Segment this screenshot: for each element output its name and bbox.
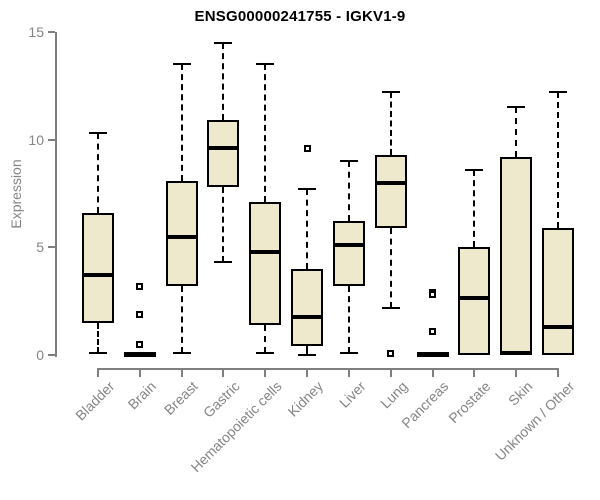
x-axis-tick — [515, 370, 518, 377]
median-gastric — [207, 146, 240, 151]
outlier-brain — [136, 282, 144, 290]
y-axis-label: Expression — [8, 159, 24, 229]
x-axis-tick — [180, 370, 183, 377]
y-axis-tick — [48, 138, 55, 141]
y-tick-label: 5 — [36, 239, 44, 256]
staple-upper-breast — [172, 63, 191, 66]
staple-lower-lung — [381, 306, 400, 309]
outlier-pancreas — [429, 327, 437, 335]
whisker-lower-liver — [347, 286, 350, 353]
whisker-upper-prostate — [473, 169, 476, 248]
x-tick-label-prostate: Prostate — [445, 378, 494, 427]
outlier-kidney — [303, 144, 311, 152]
x-tick-label-breast: Breast — [161, 378, 201, 418]
y-tick-label: 0 — [36, 347, 44, 363]
outlier-lung — [387, 350, 395, 358]
staple-lower-bladder — [89, 351, 107, 354]
x-tick-label-unknown-other: Unknown / Other — [491, 378, 578, 464]
staple-lower-gastric — [214, 261, 233, 264]
median-unknown-other — [542, 325, 575, 329]
whisker-lower-hematopoietic-cells — [264, 324, 267, 353]
x-axis-tick — [431, 370, 434, 377]
y-axis-tick — [48, 354, 55, 356]
whisker-upper-hematopoietic-cells — [264, 64, 267, 203]
box-liver — [332, 221, 365, 287]
y-axis-tick — [48, 246, 55, 249]
staple-lower-kidney — [298, 354, 317, 356]
whisker-upper-breast — [180, 64, 183, 181]
x-tick-label-kidney: Kidney — [284, 378, 327, 420]
median-pancreas — [416, 351, 449, 356]
x-axis-tick — [557, 370, 560, 377]
x-tick-label-brain: Brain — [124, 378, 160, 413]
whisker-lower-lung — [389, 227, 392, 308]
outlier-brain — [136, 340, 144, 348]
median-bladder — [82, 273, 114, 278]
box-kidney — [291, 268, 324, 347]
staple-lower-liver — [339, 351, 358, 354]
median-skin — [500, 350, 533, 355]
staple-upper-gastric — [214, 41, 233, 44]
box-bladder — [82, 212, 114, 323]
staple-upper-unknown-other — [549, 91, 568, 94]
x-tick-label-liver: Liver — [335, 378, 369, 411]
staple-upper-skin — [507, 106, 526, 109]
chart-title: ENSG00000241755 - IGKV1-9 — [194, 8, 406, 25]
box-gastric — [207, 120, 240, 188]
x-axis-tick — [389, 370, 392, 377]
median-breast — [165, 234, 198, 239]
outlier-brain — [136, 310, 144, 318]
y-axis-line — [55, 32, 57, 357]
staple-upper-prostate — [465, 168, 484, 171]
staple-lower-breast — [172, 351, 191, 354]
x-axis-tick — [347, 370, 350, 377]
x-axis-tick — [264, 370, 267, 377]
y-tick-label: 10 — [28, 131, 44, 148]
box-prostate — [458, 247, 491, 355]
box-breast — [165, 180, 198, 287]
staple-upper-hematopoietic-cells — [256, 63, 275, 66]
x-axis-tick — [138, 370, 141, 377]
staple-upper-bladder — [89, 132, 107, 135]
whisker-upper-liver — [347, 161, 350, 222]
median-brain — [123, 351, 156, 356]
x-tick-label-bladder: Bladder — [71, 378, 118, 424]
median-hematopoietic-cells — [249, 249, 282, 254]
whisker-upper-bladder — [97, 133, 99, 213]
x-tick-label-skin: Skin — [504, 378, 536, 409]
whisker-upper-lung — [389, 92, 392, 155]
median-liver — [332, 243, 365, 248]
x-axis-tick — [473, 370, 476, 377]
x-tick-label-lung: Lung — [376, 378, 411, 412]
x-axis-tick — [97, 370, 99, 377]
staple-lower-hematopoietic-cells — [256, 351, 275, 354]
y-tick-label: 15 — [28, 24, 44, 40]
whisker-upper-unknown-other — [557, 92, 560, 228]
whisker-lower-bladder — [97, 322, 99, 353]
median-lung — [374, 180, 407, 185]
staple-upper-liver — [339, 160, 358, 163]
box-unknown-other — [542, 227, 575, 355]
outlier-pancreas — [429, 291, 437, 299]
box-skin — [500, 156, 533, 355]
median-kidney — [291, 315, 324, 320]
staple-upper-lung — [381, 91, 400, 94]
box-hematopoietic-cells — [249, 202, 282, 325]
y-axis-tick — [48, 31, 55, 33]
box-lung — [374, 154, 407, 228]
whisker-upper-skin — [515, 107, 518, 157]
x-axis-tick — [306, 370, 309, 377]
whisker-lower-kidney — [306, 346, 309, 355]
whisker-lower-gastric — [222, 187, 225, 263]
median-prostate — [458, 295, 491, 300]
staple-upper-kidney — [298, 188, 317, 191]
x-axis-tick — [222, 370, 225, 377]
whisker-lower-breast — [180, 286, 183, 353]
x-axis-line — [97, 368, 560, 370]
whisker-upper-kidney — [306, 189, 309, 269]
whisker-upper-gastric — [222, 42, 225, 121]
